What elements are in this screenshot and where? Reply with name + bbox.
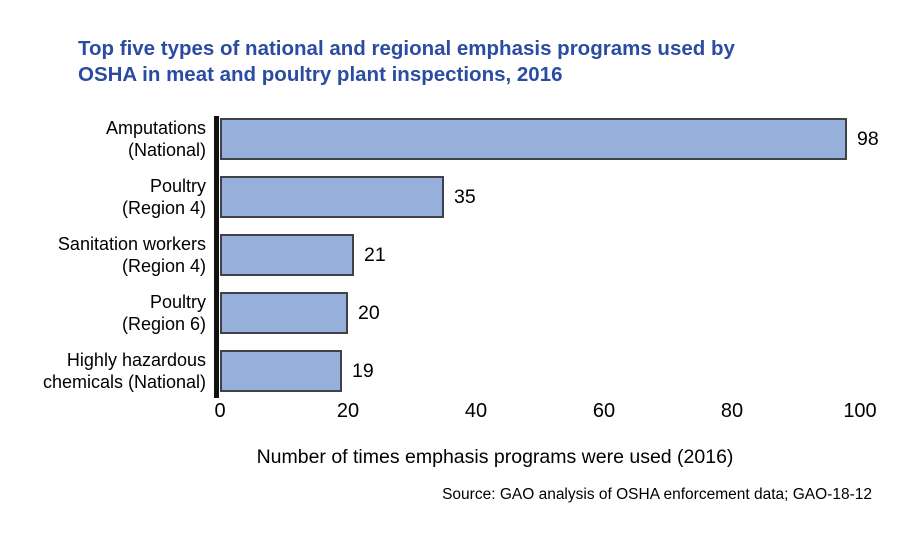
x-tick-label: 40 xyxy=(464,400,488,422)
bar-track: 20 xyxy=(220,292,900,334)
value-label: 21 xyxy=(364,243,386,266)
bar-row: Poultry (Region 4) 35 xyxy=(0,176,900,218)
bar-track: 21 xyxy=(220,234,900,276)
bar-row: Poultry (Region 6) 20 xyxy=(0,292,900,334)
bar-row: Amputations (National) 98 xyxy=(0,118,900,160)
bar xyxy=(220,176,444,218)
x-tick-label: 20 xyxy=(336,400,360,422)
bar-row: Highly hazardous chemicals (National) 19 xyxy=(0,350,900,392)
category-label: Amputations (National) xyxy=(105,118,206,160)
source-note: Source: GAO analysis of OSHA enforcement… xyxy=(442,486,872,503)
value-label: 19 xyxy=(352,359,374,382)
x-axis-ticks: 0 20 40 60 80 100 xyxy=(214,400,900,426)
bar-track: 19 xyxy=(220,350,900,392)
bar xyxy=(220,292,348,334)
plot-area: Amputations (National) 98 Poultry (Regio… xyxy=(0,116,900,426)
bar xyxy=(220,234,354,276)
chart-title: Top five types of national and regional … xyxy=(78,37,735,86)
bar xyxy=(220,118,847,160)
category-label: Poultry (Region 6) xyxy=(121,292,206,334)
bar xyxy=(220,350,342,392)
bar-track: 98 xyxy=(220,118,900,160)
value-label: 98 xyxy=(857,127,879,150)
value-label: 20 xyxy=(358,301,380,324)
category-label: Sanitation workers (Region 4) xyxy=(57,234,206,276)
x-tick-label: 60 xyxy=(592,400,616,422)
x-tick-label: 100 xyxy=(843,400,877,422)
x-tick-label: 80 xyxy=(720,400,744,422)
chart-rows: Amputations (National) 98 Poultry (Regio… xyxy=(0,118,900,392)
bar-track: 35 xyxy=(220,176,900,218)
bar-row: Sanitation workers (Region 4) 21 xyxy=(0,234,900,276)
category-label: Poultry (Region 4) xyxy=(121,176,206,218)
x-tick-label: 0 xyxy=(214,400,226,422)
category-label: Highly hazardous chemicals (National) xyxy=(42,350,206,392)
x-axis-label: Number of times emphasis programs were u… xyxy=(256,446,734,468)
value-label: 35 xyxy=(454,185,476,208)
y-axis-line xyxy=(214,116,219,398)
